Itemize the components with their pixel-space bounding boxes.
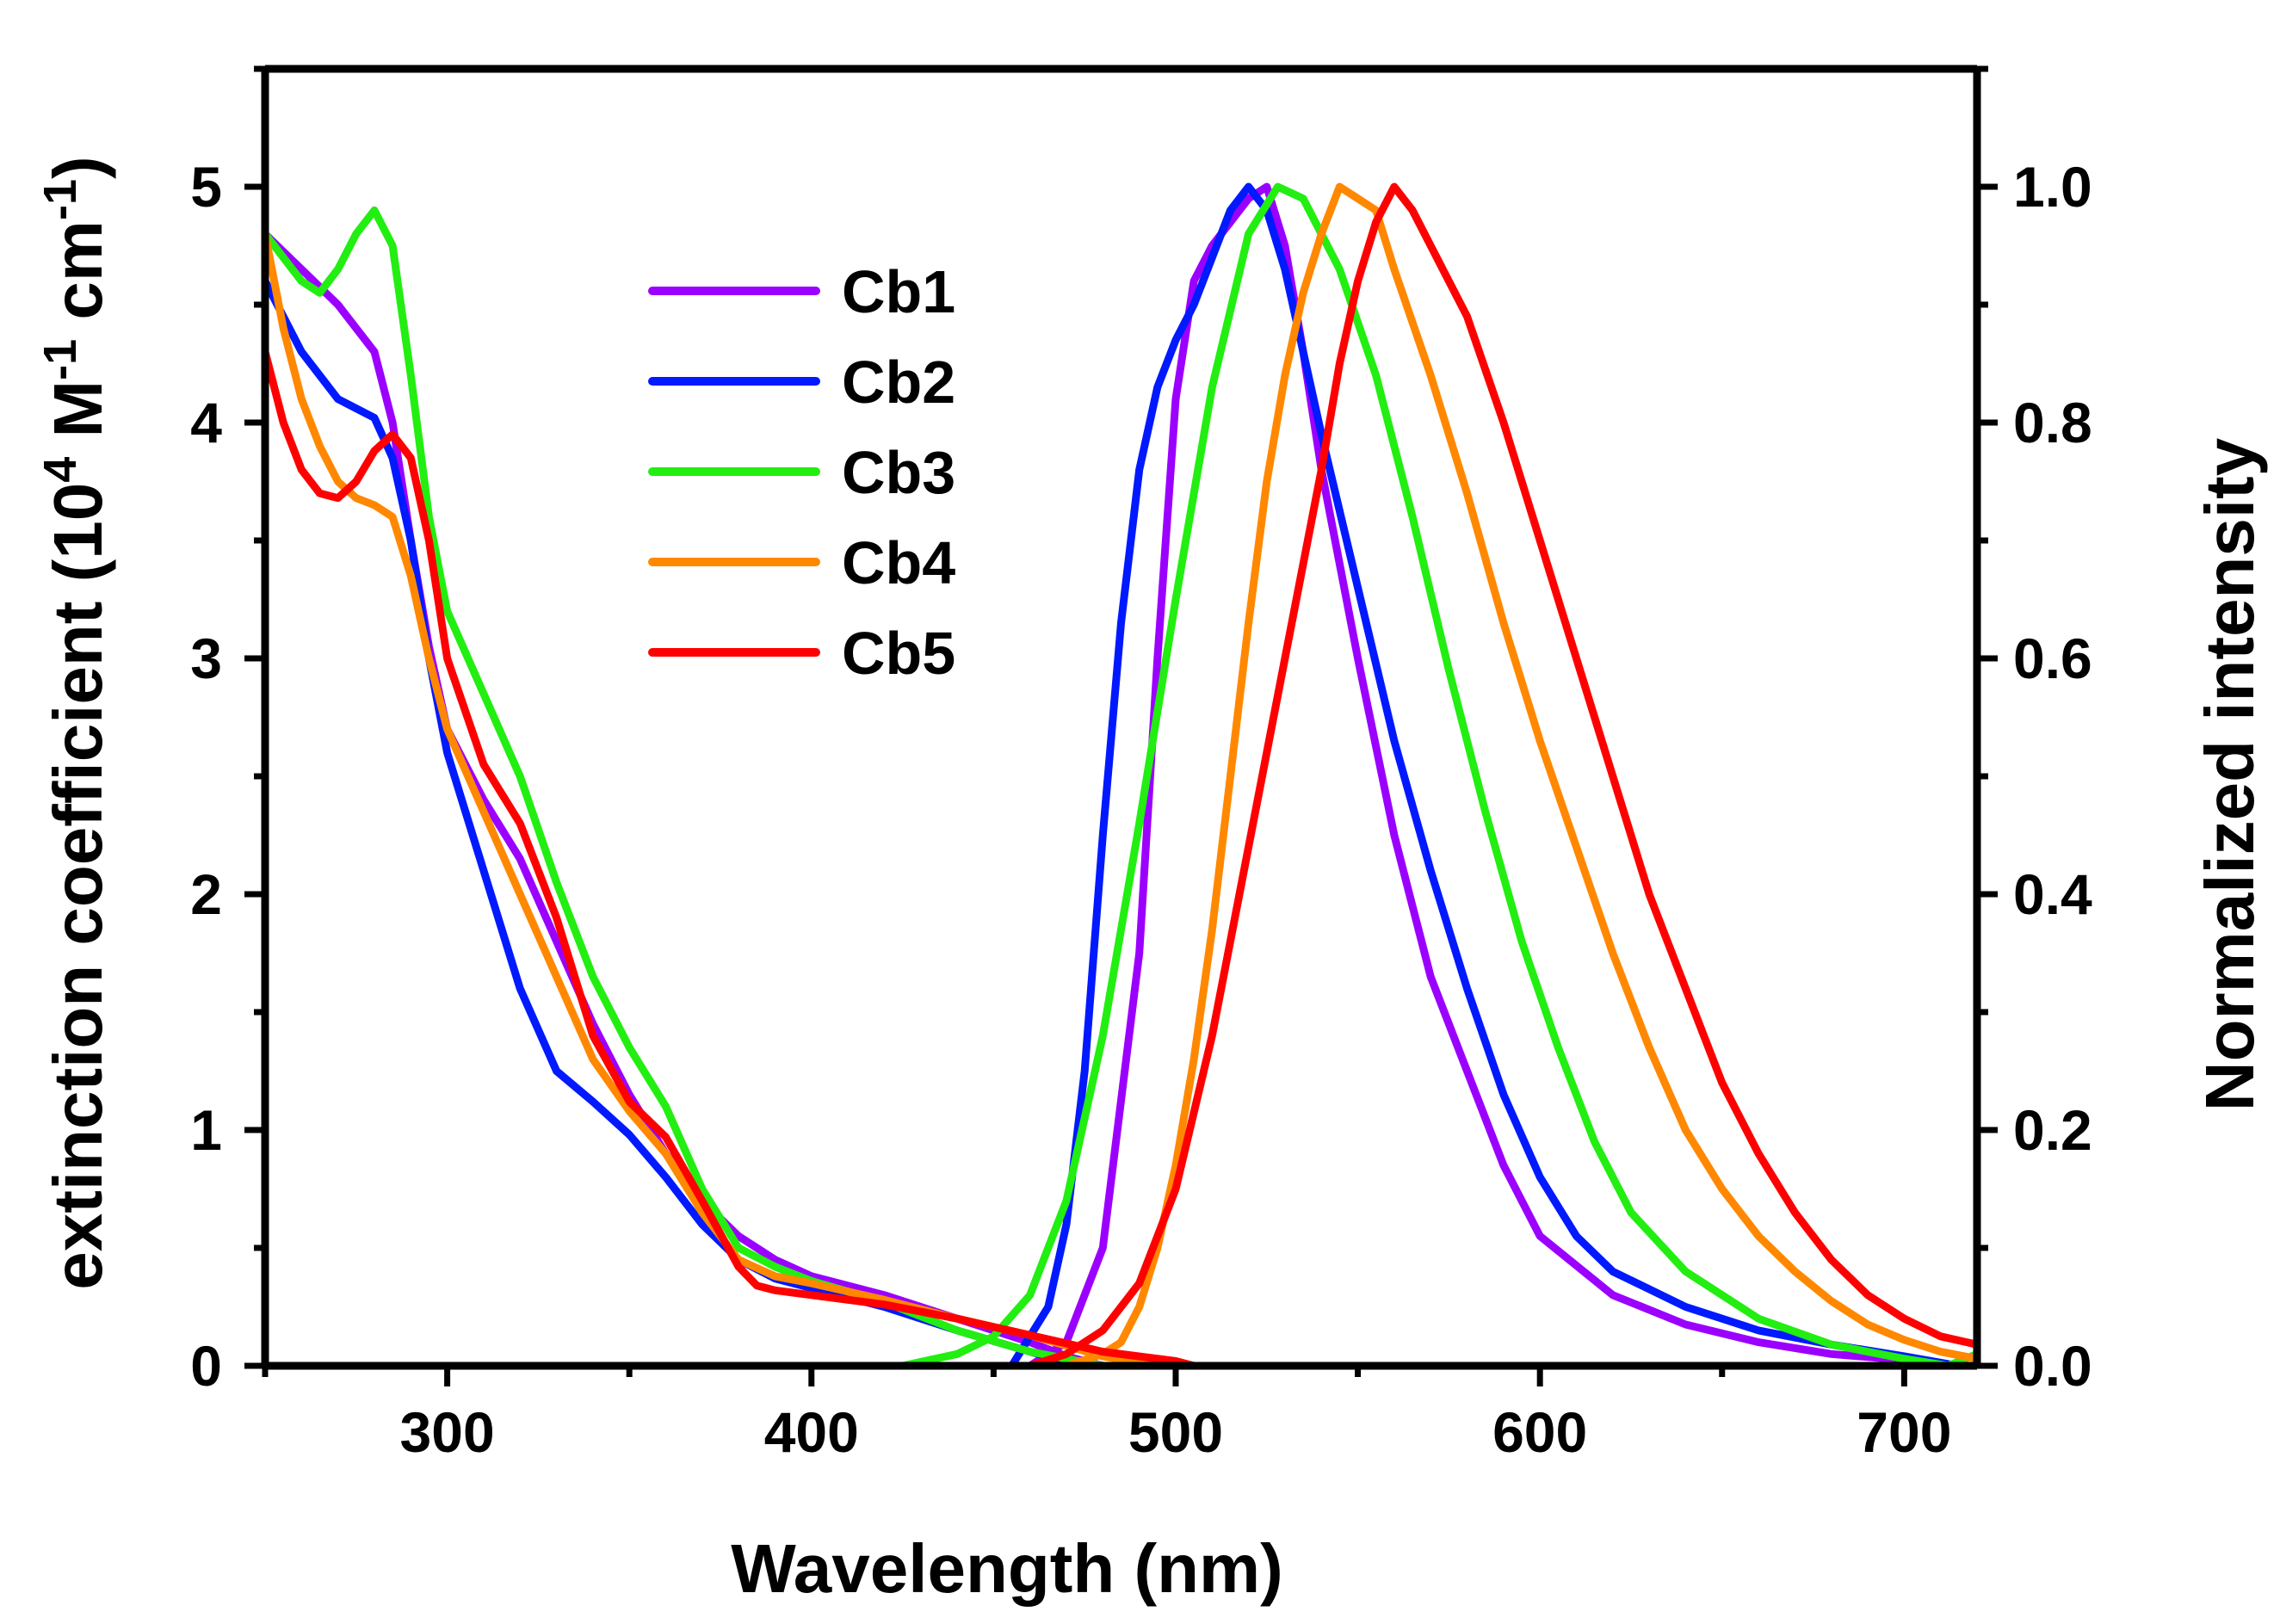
y-right-tick-label: 0.6 xyxy=(2013,627,2092,690)
legend-label-cb4: Cb4 xyxy=(842,529,955,596)
y-left-tick-label: 1 xyxy=(190,1098,222,1162)
series-cb5-absorption xyxy=(261,348,1198,1370)
y-axis-title-left: extinction coefficient (104 M-1 cm-1) xyxy=(34,156,116,1289)
series-cb2-emission xyxy=(1008,182,1963,1370)
series-cb4-emission xyxy=(1062,182,1981,1370)
y-axis-title-left-sup3: -1 xyxy=(34,179,86,220)
x-tick-label: 400 xyxy=(764,1400,859,1464)
x-tick-label: 600 xyxy=(1492,1400,1587,1464)
x-axis-title: Wavelength (nm) xyxy=(731,1530,1282,1607)
x-tick-label: 300 xyxy=(400,1400,495,1464)
series-cb3-emission xyxy=(899,182,1981,1370)
axes xyxy=(261,65,1981,1370)
y-right-tick-label: 0.2 xyxy=(2013,1098,2092,1162)
y-axis-title-right: Normalized intensity xyxy=(2191,437,2268,1111)
ticks: 300 400 500 600 700 0 1 2 3 4 5 0.0 0.2 0.4 0.6 0.8 1.0 xyxy=(190,65,2092,1464)
series-layer xyxy=(261,182,1981,1370)
y-right-tick-label: 0.0 xyxy=(2013,1334,2092,1398)
series-cb2-absorption xyxy=(261,277,1107,1370)
y-axis-title-left-end: ) xyxy=(40,156,116,179)
legend: Cb1 Cb2 Cb3 Cb4 Cb5 xyxy=(648,258,955,687)
x-tick-label: 700 xyxy=(1857,1400,1951,1464)
y-left-tick-label: 3 xyxy=(190,627,222,690)
y-right-tick-label: 0.4 xyxy=(2013,862,2092,926)
y-left-tick-label: 2 xyxy=(190,862,222,926)
y-axis-title-left-mid2: cm xyxy=(40,220,116,339)
y-left-tick-label: 4 xyxy=(190,391,222,454)
y-left-tick-label: 0 xyxy=(190,1334,222,1398)
legend-label-cb5: Cb5 xyxy=(842,620,955,687)
y-axis-title-left-text: extinction coefficient (10 xyxy=(40,483,116,1290)
series-cb5-emission xyxy=(1026,182,1981,1370)
y-axis-title-left-sup1: 4 xyxy=(34,457,86,483)
y-right-tick-label: 1.0 xyxy=(2013,155,2092,219)
legend-label-cb3: Cb3 xyxy=(842,439,955,506)
x-tick-label: 500 xyxy=(1128,1400,1223,1464)
y-axis-title-left-mid1: M xyxy=(40,380,116,457)
series-cb4-absorption xyxy=(261,230,1162,1370)
y-axis-title-left-sup2: -1 xyxy=(34,339,86,380)
legend-label-cb1: Cb1 xyxy=(842,258,955,325)
legend-label-cb2: Cb2 xyxy=(842,349,955,416)
y-right-tick-label: 0.8 xyxy=(2013,391,2092,454)
y-left-tick-label: 5 xyxy=(190,155,222,219)
